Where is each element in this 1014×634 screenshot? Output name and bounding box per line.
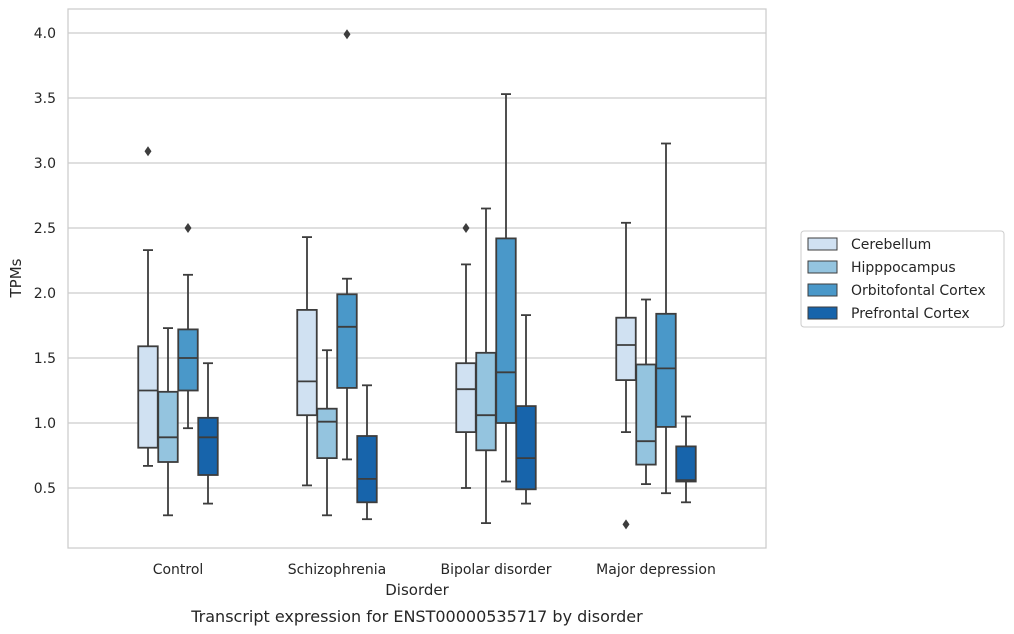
y-tick-label: 2.0: [34, 286, 56, 302]
box-iqr: [495, 237, 517, 424]
y-tick-label: 1.5: [34, 351, 56, 367]
box-iqr: [655, 312, 677, 428]
box-orbitofontal-cortex-1: [336, 29, 358, 461]
box-prefrontal-cortex-3: [675, 415, 697, 504]
x-axis-label: Disorder: [385, 581, 449, 599]
y-tick-label: 2.5: [34, 221, 56, 237]
y-tick-label: 3.5: [34, 91, 56, 107]
box-prefrontal-cortex-1: [356, 384, 378, 521]
box-orbitofontal-cortex-2: [495, 93, 517, 483]
legend-label: Prefrontal Cortex: [851, 306, 970, 322]
box-hipppocampus-0: [157, 327, 179, 517]
box-cerebellum-2: [455, 223, 477, 489]
legend-swatch: [807, 283, 838, 297]
box-hipppocampus-2: [475, 207, 497, 524]
box-iqr: [157, 390, 179, 463]
box-iqr: [296, 308, 318, 417]
legend-label: Orbitofontal Cortex: [851, 283, 986, 299]
legend-label: Hipppocampus: [851, 260, 956, 276]
box-hipppocampus-1: [316, 349, 338, 517]
outlier-point: [144, 146, 152, 157]
legend-swatch: [807, 260, 838, 274]
box-iqr: [197, 416, 219, 476]
box-iqr: [475, 351, 497, 452]
box-cerebellum-3: [615, 221, 637, 530]
y-axis-label: TPMs: [7, 258, 25, 298]
box-iqr: [635, 363, 657, 466]
box-cerebellum-0: [137, 146, 159, 467]
chart-caption: Transcript expression for ENST0000053571…: [190, 607, 643, 626]
box-hipppocampus-3: [635, 298, 657, 486]
y-tick-label: 1.0: [34, 416, 56, 432]
y-tick-label: 4.0: [34, 26, 56, 42]
y-tick-label: 0.5: [34, 481, 56, 497]
legend-label: Cerebellum: [851, 237, 931, 253]
plot-frame: [67, 8, 767, 549]
outlier-point: [462, 223, 470, 233]
x-tick-label: Bipolar disorder: [440, 562, 551, 578]
box-prefrontal-cortex-0: [197, 362, 219, 505]
x-tick-label: Major depression: [596, 562, 716, 578]
legend-swatch: [807, 306, 838, 320]
box-iqr: [336, 293, 358, 389]
x-tick-labels: Control Schizophrenia Bipolar disorder Majo…: [153, 562, 716, 578]
box-iqr: [675, 445, 697, 483]
box-iqr: [177, 328, 199, 392]
outlier-point: [184, 223, 192, 233]
box-iqr: [515, 405, 537, 491]
legend-swatch: [807, 237, 838, 251]
x-tick-label: Control: [153, 562, 204, 578]
outlier-point: [343, 29, 351, 40]
box-iqr: [615, 316, 637, 382]
legend: Cerebellum Hipppocampus Orbitofontal Corte…: [800, 230, 1005, 328]
y-tick-label: 3.0: [34, 156, 56, 172]
box-iqr: [316, 407, 338, 460]
legend-frame: [800, 230, 1005, 328]
box-iqr: [455, 362, 477, 434]
box-orbitofontal-cortex-3: [655, 142, 677, 495]
box-cerebellum-1: [296, 236, 318, 487]
boxes: [137, 29, 697, 530]
box-orbitofontal-cortex-0: [177, 223, 199, 430]
x-tick-label: Schizophrenia: [288, 562, 386, 578]
box-iqr: [356, 435, 378, 504]
box-prefrontal-cortex-2: [515, 314, 537, 505]
y-tick-labels: 0.5 1.0 1.5 2.0 2.5 3.0 3.5 4.0: [34, 26, 56, 497]
outlier-point: [622, 519, 630, 530]
box-iqr: [137, 345, 159, 449]
